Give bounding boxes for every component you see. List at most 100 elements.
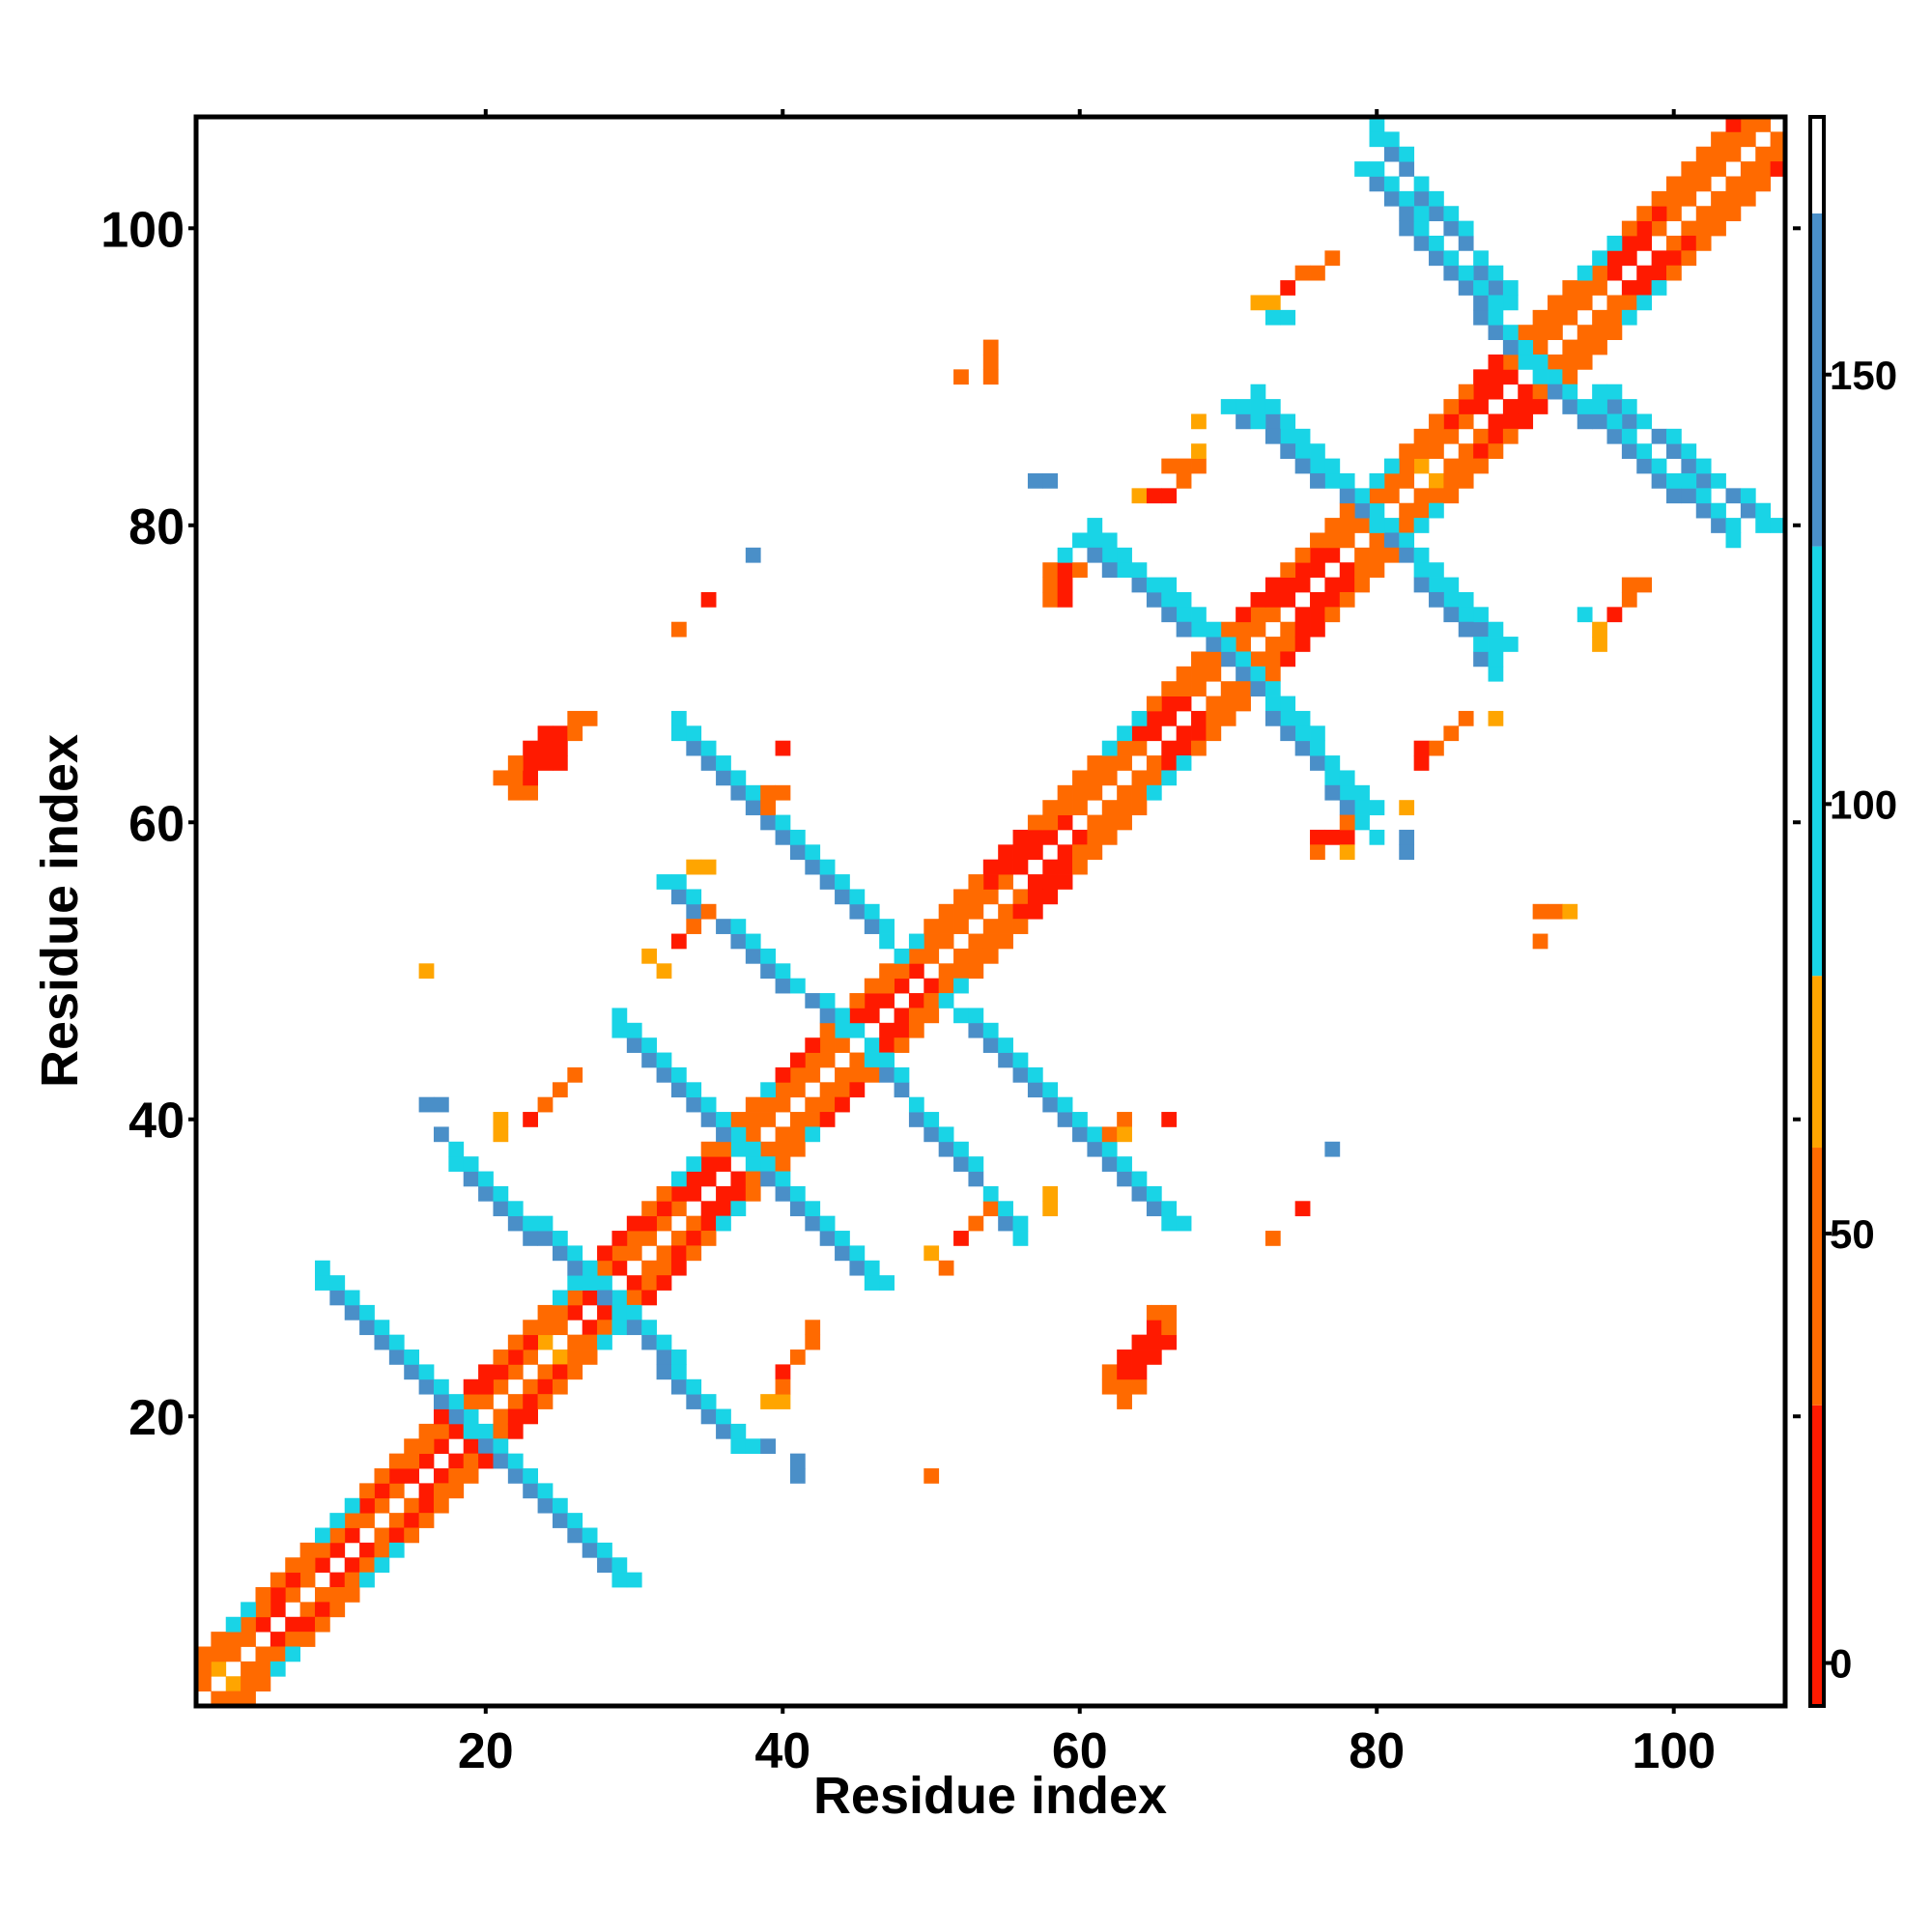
heatmap-cell [1280, 725, 1296, 742]
heatmap-cell [1310, 591, 1325, 608]
heatmap-cell [1369, 176, 1385, 192]
heatmap-cell [982, 919, 999, 934]
heatmap-cell [760, 1096, 776, 1113]
heatmap-cell [1577, 339, 1593, 355]
heatmap-cell [686, 725, 702, 742]
heatmap-cell [849, 993, 866, 1009]
heatmap-cell [908, 1096, 924, 1113]
heatmap-cell [686, 740, 702, 756]
heatmap-cell [1429, 591, 1444, 608]
heatmap-cell [1057, 1096, 1073, 1113]
heatmap-cell [700, 740, 717, 756]
heatmap-cell [1264, 681, 1281, 696]
heatmap-cell [626, 1037, 642, 1053]
heatmap-cell [448, 1423, 465, 1439]
heatmap-cell [1429, 190, 1444, 207]
heatmap-cell [626, 1231, 642, 1246]
heatmap-cell [1324, 458, 1341, 474]
heatmap-cell [1621, 399, 1637, 414]
heatmap-cell [626, 1275, 642, 1291]
heatmap-cell [478, 1171, 494, 1187]
heatmap-cell [670, 1185, 687, 1202]
heatmap-cell [1131, 770, 1148, 786]
heatmap-cell [567, 1527, 583, 1544]
heatmap-cell [1294, 621, 1311, 638]
heatmap-cell [359, 1497, 375, 1514]
heatmap-cell [1027, 472, 1043, 489]
heatmap-cell [388, 1453, 405, 1469]
heatmap-cell [670, 874, 687, 890]
heatmap-cell [686, 1156, 702, 1172]
heatmap-cell [418, 1438, 435, 1455]
heatmap-cell [1280, 309, 1296, 326]
heatmap-cell [1042, 562, 1059, 578]
heatmap-cell [1399, 532, 1415, 549]
heatmap-cell [211, 1632, 227, 1647]
heatmap-cell [819, 1215, 836, 1232]
heatmap-cell [1339, 472, 1355, 489]
heatmap-cell [953, 1156, 969, 1172]
heatmap-cell [982, 889, 999, 905]
heatmap-cell [1562, 339, 1578, 355]
heatmap-cell [1548, 309, 1563, 326]
heatmap-cell [641, 1320, 657, 1336]
heatmap-cell [1458, 384, 1474, 400]
heatmap-cell [1606, 413, 1623, 430]
heatmap-cell [1131, 1171, 1148, 1187]
heatmap-cell [1473, 309, 1489, 326]
heatmap-cell [1443, 206, 1460, 222]
heatmap-cell [433, 1126, 449, 1143]
heatmap-cell [775, 1378, 791, 1395]
heatmap-cell [1264, 591, 1281, 608]
heatmap-cell [1042, 874, 1059, 890]
heatmap-cell [670, 1231, 687, 1246]
heatmap-cell [1206, 725, 1222, 742]
heatmap-cell [700, 1394, 717, 1409]
heatmap-cell [1280, 591, 1296, 608]
heatmap-cell [1117, 1378, 1132, 1395]
heatmap-cell [448, 1156, 465, 1172]
heatmap-cell [314, 1275, 330, 1291]
heatmap-cell [1236, 637, 1251, 652]
heatmap-cell [1473, 621, 1489, 638]
heatmap-cell [894, 1037, 910, 1053]
heatmap-cell [1651, 428, 1667, 444]
heatmap-cell [1458, 235, 1474, 251]
heatmap-cell [1399, 800, 1415, 815]
heatmap-cell [938, 978, 954, 994]
heatmap-cell [507, 1468, 524, 1484]
heatmap-cell [1294, 710, 1311, 726]
heatmap-cell [1117, 1126, 1132, 1143]
heatmap-cell [1621, 577, 1637, 593]
heatmap-cell [582, 1542, 598, 1558]
heatmap-cell [314, 1587, 330, 1603]
heatmap-cell [1176, 591, 1192, 608]
heatmap-cell [864, 993, 880, 1009]
heatmap-cell [730, 933, 747, 950]
heatmap-cell [1236, 666, 1251, 682]
heatmap-cell [938, 1141, 954, 1157]
heatmap-cell [1310, 607, 1325, 623]
heatmap-cell [1280, 428, 1296, 444]
heatmap-cell [686, 1378, 702, 1395]
heatmap-cell [998, 903, 1013, 920]
heatmap-cell [1606, 384, 1623, 400]
heatmap-cell [285, 1616, 301, 1633]
heatmap-cell [404, 1350, 419, 1365]
heatmap-cell [835, 874, 850, 890]
heatmap-cell [1681, 472, 1697, 489]
heatmap-cell [805, 1320, 821, 1336]
heatmap-cell [1310, 725, 1325, 742]
heatmap-cell [1621, 295, 1637, 311]
heatmap-cell [1383, 131, 1400, 148]
heatmap-cell [1012, 829, 1029, 845]
heatmap-cell [998, 933, 1013, 950]
heatmap-cell [1740, 190, 1756, 207]
heatmap-cell [359, 1572, 375, 1588]
heatmap-cell [1161, 1215, 1178, 1232]
heatmap-cell [1057, 814, 1073, 831]
heatmap-cell [1636, 577, 1653, 593]
heatmap-cell [1770, 518, 1786, 533]
heatmap-cell [1666, 472, 1682, 489]
heatmap-cell [745, 1185, 761, 1202]
